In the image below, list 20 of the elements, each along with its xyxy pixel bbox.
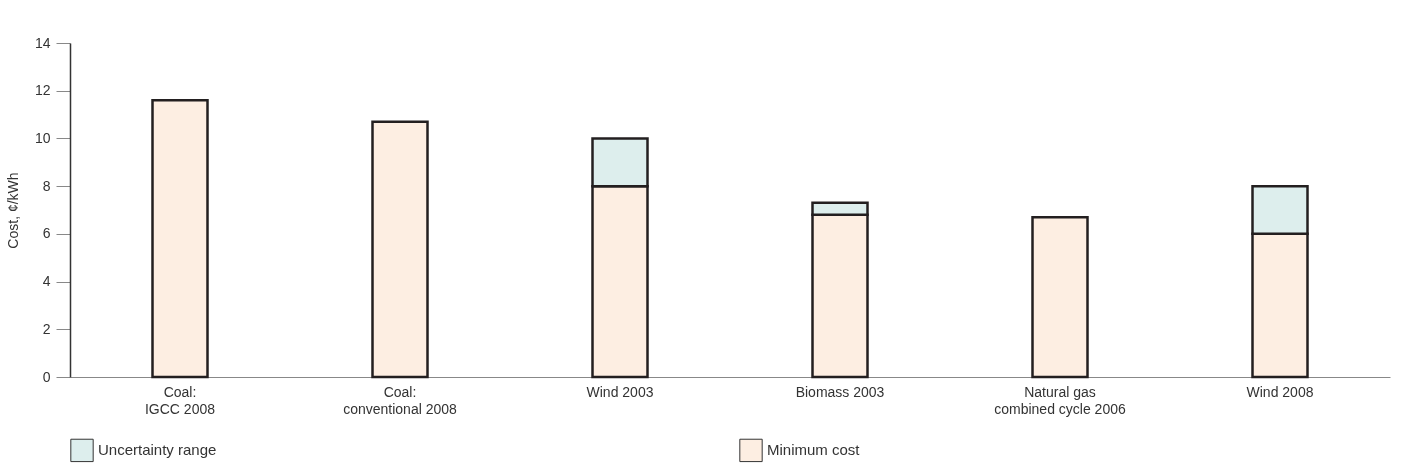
- x-tick-label: Coal: IGCC 2008: [144, 383, 216, 417]
- x-tick-label: Natural gas combined cycle 2006: [994, 383, 1126, 417]
- y-tick-label: 6: [42, 225, 51, 242]
- y-tick-label: 0: [42, 368, 51, 385]
- bar: [1031, 215, 1089, 379]
- y-tick-label: 8: [42, 177, 51, 194]
- bar: [151, 99, 209, 379]
- x-tick-label: Wind 2008: [1246, 383, 1314, 400]
- x-tick-label: Wind 2003: [586, 383, 654, 400]
- bar: [371, 120, 429, 379]
- x-tick-label: Biomass 2003: [795, 383, 885, 400]
- y-tick-label: 10: [34, 129, 51, 146]
- y-tick-label: 12: [34, 82, 51, 99]
- y-tick-label: 14: [34, 34, 51, 51]
- y-tick-label: 4: [42, 273, 51, 290]
- y-tick-label: 2: [42, 320, 51, 337]
- legend-label: Minimum cost: [767, 441, 861, 459]
- y-axis-title: Cost, ¢/kWh: [4, 172, 21, 249]
- legend-label: Uncertainty range: [98, 441, 217, 459]
- x-tick-label: Coal: conventional 2008: [343, 383, 458, 417]
